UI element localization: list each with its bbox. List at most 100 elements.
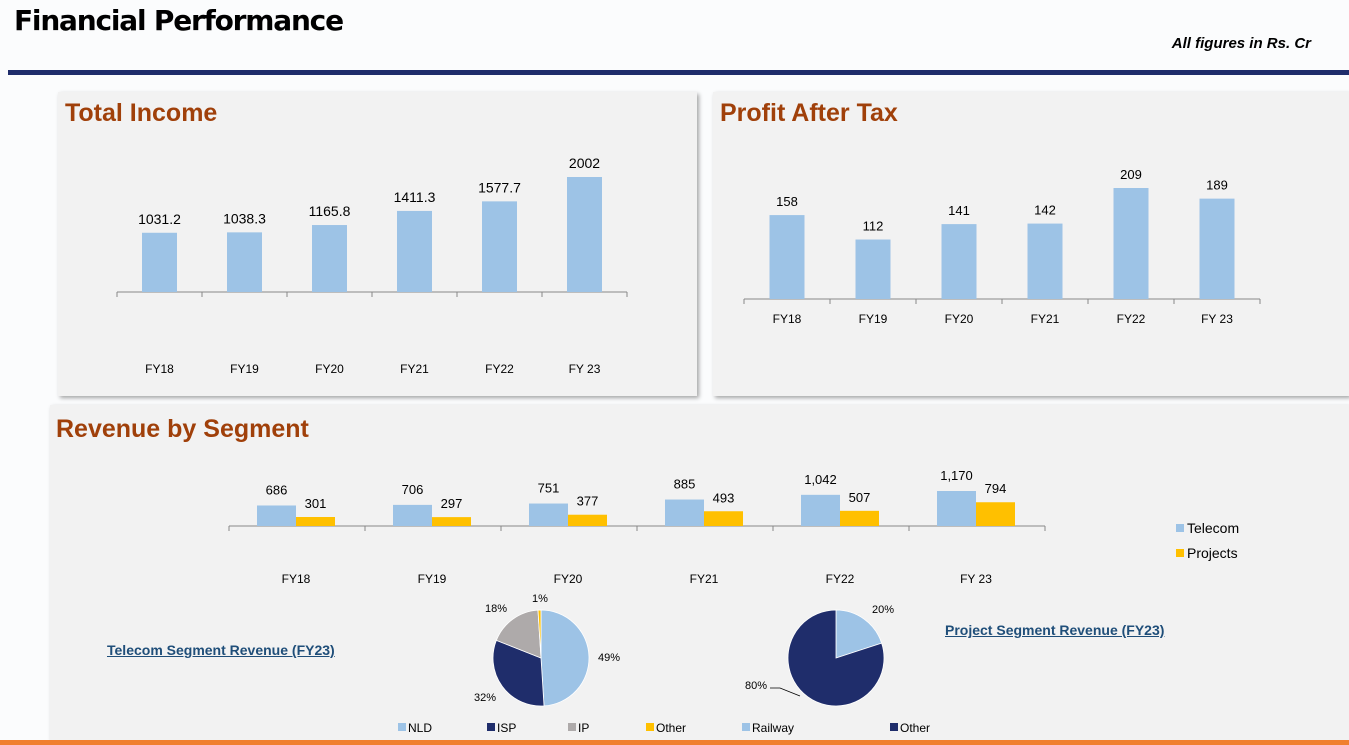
bar-fy18 [769, 215, 805, 299]
pie-data-label: 18% [485, 603, 507, 615]
legend-swatch-other [890, 723, 898, 731]
x-tick-label: FY 23 [1201, 312, 1233, 326]
data-label: 493 [713, 490, 735, 505]
revenue-segment-title: Revenue by Segment [56, 415, 309, 443]
data-label: 189 [1206, 178, 1228, 193]
bar-fy21 [397, 210, 432, 292]
bar-fy23 [1199, 198, 1235, 299]
bar-fy20 [941, 224, 977, 299]
legend-swatch-other [646, 723, 654, 731]
x-tick-label: FY 23 [960, 572, 992, 586]
telecom-pie-title[interactable]: Telecom Segment Revenue (FY23) [107, 642, 335, 658]
project-pie-title[interactable]: Project Segment Revenue (FY23) [945, 622, 1165, 638]
x-tick-label: FY20 [315, 362, 344, 376]
data-label: 1165.8 [309, 203, 351, 219]
units-note: All figures in Rs. Cr [1171, 35, 1311, 52]
pie-slice-isp [492, 639, 545, 707]
bar-projects-fy19 [432, 517, 471, 526]
x-tick-label: FY21 [690, 572, 719, 586]
data-label: 885 [674, 477, 696, 492]
data-label: 686 [266, 482, 288, 497]
data-label: 377 [577, 494, 599, 509]
bar-fy19 [227, 232, 262, 292]
x-tick-label: FY21 [1031, 312, 1060, 326]
x-tick-label: FY19 [418, 572, 447, 586]
legend-label-railway: Railway [752, 721, 794, 735]
header-divider [8, 70, 1349, 75]
bar-fy23 [567, 177, 602, 292]
pie-data-label: 32% [474, 692, 496, 704]
x-tick-label: FY18 [282, 572, 311, 586]
page-title: Financial Performance [14, 4, 344, 37]
bar-telecom-fy22 [801, 494, 840, 526]
pie-slice-nld [540, 609, 590, 707]
footer-bar [0, 740, 1349, 745]
legend-label-projects: Projects [1187, 545, 1238, 561]
profit-after-tax-title: Profit After Tax [720, 99, 898, 127]
data-label: 794 [985, 481, 1007, 496]
bar-projects-fy22 [840, 510, 879, 526]
x-tick-label: FY19 [230, 362, 259, 376]
pie-leader-line [770, 687, 801, 697]
bar-fy19 [855, 239, 891, 299]
pie-data-label: 80% [745, 680, 767, 692]
data-label: 1,170 [940, 468, 973, 483]
legend-label-other: Other [900, 721, 930, 735]
pie-slice-ip [495, 609, 542, 659]
data-label: 112 [863, 219, 884, 234]
data-label: 141 [948, 203, 970, 218]
bar-fy22 [1113, 188, 1149, 299]
pie-data-label: 1% [532, 593, 548, 605]
pie-data-label: 20% [872, 604, 894, 616]
data-label: 1411.3 [394, 189, 436, 205]
x-tick-label: FY20 [554, 572, 583, 586]
data-label: 507 [849, 490, 871, 505]
bar-projects-fy20 [568, 514, 607, 526]
legend-label-isp: ISP [497, 721, 516, 735]
data-label: 1,042 [804, 472, 837, 487]
legend-swatch-ip [568, 723, 576, 731]
x-tick-label: FY19 [859, 312, 888, 326]
x-tick-label: FY22 [1117, 312, 1146, 326]
data-label: 1038.3 [223, 210, 266, 226]
data-label: 158 [776, 194, 798, 209]
bar-projects-fy18 [296, 516, 335, 526]
revenue-segment-panel [50, 405, 1349, 740]
bar-projects-fy21 [704, 511, 743, 526]
data-label: 1577.7 [478, 179, 521, 195]
bar-telecom-fy18 [257, 505, 296, 526]
bar-fy21 [1027, 223, 1063, 299]
data-label: 297 [441, 496, 463, 511]
legend-label-nld: NLD [408, 721, 432, 735]
legend-swatch-railway [742, 723, 750, 731]
x-tick-label: FY21 [400, 362, 429, 376]
data-label: 1031.2 [138, 211, 181, 227]
pie-slice-other [787, 609, 885, 707]
legend-swatch-projects [1176, 549, 1184, 557]
x-tick-label: FY20 [945, 312, 974, 326]
pie-data-label: 49% [598, 652, 620, 664]
bar-telecom-fy23 [937, 491, 976, 526]
bar-telecom-fy21 [665, 499, 704, 526]
x-tick-label: FY 23 [569, 362, 601, 376]
x-tick-label: FY22 [485, 362, 514, 376]
data-label: 2002 [569, 155, 600, 171]
bar-telecom-fy20 [529, 503, 568, 526]
bar-fy22 [482, 201, 517, 292]
data-label: 142 [1034, 203, 1056, 218]
legend-swatch-isp [487, 723, 495, 731]
data-label: 301 [305, 496, 327, 511]
bar-fy20 [312, 225, 347, 292]
x-tick-label: FY22 [826, 572, 855, 586]
legend-swatch-telecom [1176, 524, 1184, 532]
bar-projects-fy23 [976, 502, 1015, 526]
data-label: 209 [1120, 167, 1142, 182]
legend-swatch-nld [398, 723, 406, 731]
pie-slice-railway [835, 609, 883, 659]
pie-slice-other [537, 609, 542, 659]
x-tick-label: FY18 [145, 362, 174, 376]
bar-telecom-fy19 [393, 504, 432, 526]
bar-fy18 [142, 232, 177, 292]
data-label: 751 [538, 481, 560, 496]
